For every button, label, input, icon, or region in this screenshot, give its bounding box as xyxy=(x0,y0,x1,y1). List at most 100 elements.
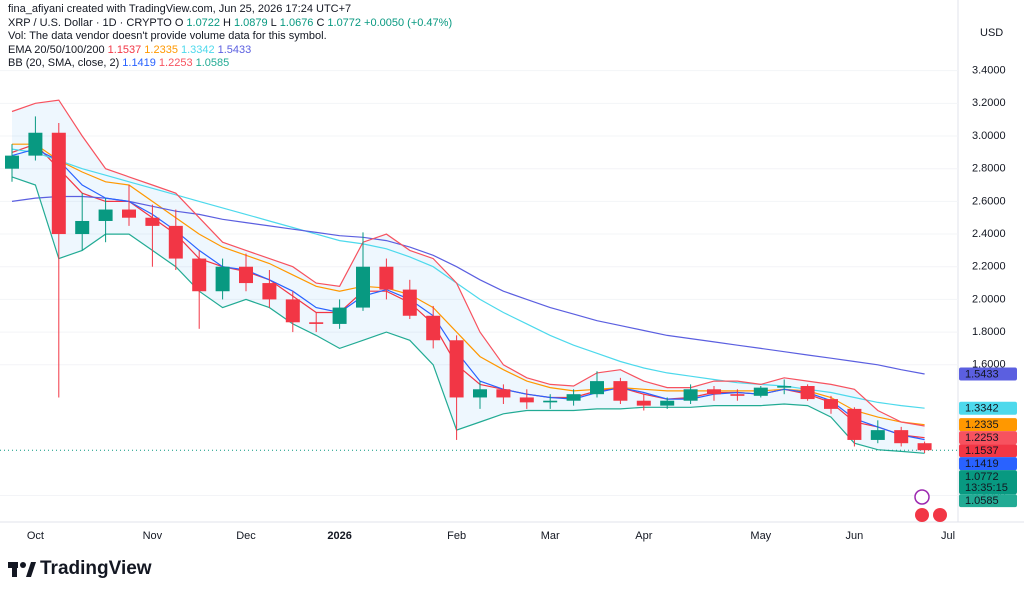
candle-body xyxy=(753,387,768,396)
candle-body xyxy=(285,299,300,323)
candle-body xyxy=(332,307,347,324)
candle-body xyxy=(917,443,932,451)
price-badge xyxy=(959,418,1017,432)
candle-body xyxy=(590,381,604,395)
indicator-value: 1.2335 xyxy=(144,43,178,56)
x-tick-label: Nov xyxy=(143,530,163,542)
indicator-line xyxy=(12,143,925,426)
event-icon[interactable] xyxy=(915,508,929,522)
candle-body xyxy=(75,220,90,235)
candle-body xyxy=(192,258,207,292)
indicator-row: BB (20, SMA, close, 2) 1.1419 1.2253 1.0585 xyxy=(8,57,455,71)
price-badge-label: 1.1537 xyxy=(965,445,999,457)
candle-body xyxy=(519,397,534,403)
price-badge xyxy=(959,457,1017,471)
candle-body xyxy=(168,225,183,259)
volume-note: Vol: The data vendor doesn't provide vol… xyxy=(8,30,327,42)
price-badge-label: 1.2253 xyxy=(965,432,999,444)
ohlc-value: 1.0676 xyxy=(279,16,314,29)
candle-body xyxy=(51,132,66,235)
y-tick-label: 1.8000 xyxy=(972,326,1006,338)
candle-body xyxy=(870,430,885,440)
x-tick-label: May xyxy=(750,530,771,542)
price-badge xyxy=(959,494,1017,508)
ohlc-label: H xyxy=(223,16,231,29)
indicator-value: 1.2253 xyxy=(158,57,193,69)
price-badge xyxy=(959,367,1017,381)
price-badge-label: 1.3342 xyxy=(965,403,999,415)
candle-body xyxy=(800,386,815,400)
candle-body xyxy=(379,266,394,290)
indicator-value: 1.0585 xyxy=(195,57,230,69)
candle-body xyxy=(636,400,651,406)
x-tick-label: Dec xyxy=(236,530,256,542)
change: +0.0050 (+0.47%) xyxy=(364,16,453,29)
y-tick-label: 3.4000 xyxy=(972,65,1006,77)
x-tick-label: Jul xyxy=(941,530,955,542)
ohlc-label: C xyxy=(316,16,325,29)
y-tick-label: 2.4000 xyxy=(972,228,1006,240)
candle-body xyxy=(215,266,230,292)
indicator-name: BB (20, SMA, close, 2) xyxy=(8,57,120,69)
indicator-row: EMA 20/50/100/200 1.1537 1.2335 1.3342 1.543… xyxy=(8,44,455,58)
price-badge-label: 1.2335 xyxy=(965,419,999,431)
x-tick-label: Oct xyxy=(27,530,44,542)
brand-name: TradingView xyxy=(40,558,152,579)
candle-body xyxy=(449,340,464,398)
candle-body xyxy=(496,389,511,398)
indicator-value: 1.1537 xyxy=(107,43,142,56)
indicator-name: EMA 20/50/100/200 xyxy=(8,43,105,56)
indicator-value: 1.5433 xyxy=(217,43,252,56)
price-badge xyxy=(959,401,1017,415)
y-tick-label: 2.8000 xyxy=(972,163,1006,175)
ohlc-label: O xyxy=(174,16,184,29)
y-tick-label: 3.0000 xyxy=(972,130,1006,142)
candle-body xyxy=(613,381,628,401)
candle-body xyxy=(847,408,862,440)
indicator-value: 1.1419 xyxy=(122,57,156,69)
candle-body xyxy=(473,389,487,398)
event-icon[interactable] xyxy=(933,508,947,522)
candle-body xyxy=(683,389,698,401)
countdown: 13:35:15 xyxy=(965,482,1008,494)
attribution: fina_afiyani created with TradingView.co… xyxy=(8,3,352,15)
candle-body xyxy=(707,389,721,395)
x-tick-label: Apr xyxy=(635,530,652,542)
legend: fina_afiyani created with TradingView.co… xyxy=(8,3,455,71)
indicator-value: 1.3342 xyxy=(180,43,215,56)
y-tick-label: 3.2000 xyxy=(972,97,1006,109)
candle-body xyxy=(566,394,581,401)
candle-body xyxy=(239,266,253,284)
price-badge-label: 1.5433 xyxy=(965,368,999,380)
y-tick-label: 2.2000 xyxy=(972,261,1006,273)
candle-body xyxy=(894,430,909,444)
candle-body xyxy=(777,386,792,388)
price-badge xyxy=(959,470,1017,495)
candle-body xyxy=(730,394,745,396)
indicator-line xyxy=(11,195,925,375)
price-badge xyxy=(959,444,1017,458)
indicator-line xyxy=(11,148,925,409)
ohlc-value: 1.0772 xyxy=(327,16,362,29)
indicator-line xyxy=(11,176,925,454)
price-badge-label: 1.0772 xyxy=(965,471,999,483)
symbol-title: XRP / U.S. Dollar · 1D · CRYPTO xyxy=(8,16,172,29)
candle-body xyxy=(122,209,136,218)
event-icon[interactable] xyxy=(914,489,930,505)
candle-body xyxy=(660,400,675,406)
price-badge-label: 1.0585 xyxy=(965,495,999,507)
currency-label: USD xyxy=(980,27,1003,39)
symbol-row: XRP / U.S. Dollar · 1D · CRYPTO O 1.0722 H 1… xyxy=(8,17,455,31)
x-tick-label: Feb xyxy=(447,530,466,542)
x-tick-label: Mar xyxy=(541,530,560,542)
y-tick-label: 2.6000 xyxy=(972,195,1006,207)
candle-body xyxy=(262,283,277,300)
candle-body xyxy=(426,315,441,341)
brand-logo xyxy=(8,562,36,577)
candle-body xyxy=(402,289,417,316)
candle-body xyxy=(824,399,838,409)
price-badge xyxy=(959,431,1017,445)
ohlc-value: 1.0722 xyxy=(186,16,221,29)
